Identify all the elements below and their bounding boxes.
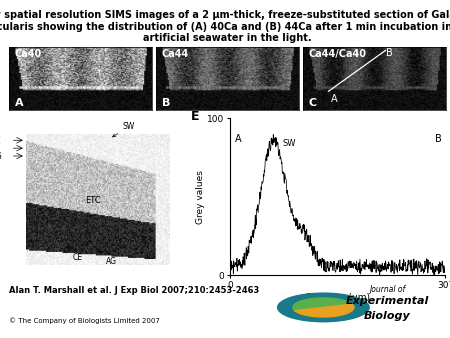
Text: Ca44/Ca40: Ca44/Ca40 — [309, 49, 367, 59]
Text: B: B — [162, 98, 170, 107]
Text: A: A — [15, 98, 23, 107]
Text: B: B — [435, 134, 441, 144]
Text: SW: SW — [112, 122, 135, 137]
Text: B: B — [386, 48, 392, 58]
Text: Low spatial resolution SIMS images of a 2 μm-thick, freeze-substituted section o: Low spatial resolution SIMS images of a … — [0, 10, 450, 43]
Text: OE: OE — [0, 136, 1, 145]
Y-axis label: Grey values: Grey values — [196, 170, 205, 224]
Text: E: E — [191, 111, 200, 123]
Text: ETC: ETC — [85, 196, 100, 205]
Text: Ca40: Ca40 — [15, 49, 42, 59]
Text: CE: CE — [67, 246, 83, 262]
Text: A: A — [331, 94, 338, 104]
Text: C: C — [309, 98, 317, 107]
Text: Ca44: Ca44 — [162, 49, 189, 59]
Text: Journal of: Journal of — [369, 285, 405, 294]
X-axis label: Distance (μm): Distance (μm) — [306, 293, 370, 302]
Text: Experimental: Experimental — [346, 295, 429, 306]
Circle shape — [278, 293, 369, 322]
Wedge shape — [295, 304, 354, 317]
Text: A: A — [234, 134, 241, 144]
Text: Biology: Biology — [364, 311, 411, 321]
Text: Alan T. Marshall et al. J Exp Biol 2007;210:2453-2463: Alan T. Marshall et al. J Exp Biol 2007;… — [9, 286, 259, 295]
Text: OG: OG — [0, 151, 2, 161]
Text: © The Company of Biologists Limited 2007: © The Company of Biologists Limited 2007 — [9, 317, 160, 323]
Text: AG: AG — [99, 251, 117, 266]
Text: SW: SW — [282, 139, 296, 148]
Wedge shape — [293, 298, 352, 311]
